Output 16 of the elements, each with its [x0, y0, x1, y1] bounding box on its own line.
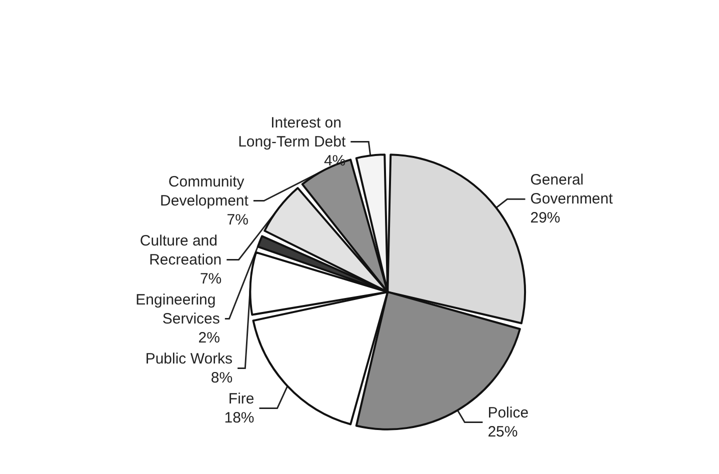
data-label: 25% — [488, 423, 518, 440]
slice-label: Fire — [228, 390, 254, 408]
data-label: 4% — [324, 152, 346, 170]
slice-label: Culture and Recreation — [140, 232, 222, 268]
data-label: 29% — [530, 210, 560, 227]
data-label: 8% — [210, 369, 233, 386]
data-label: 7% — [226, 211, 248, 228]
data-label: 18% — [224, 409, 254, 426]
slice-label: Interest on Long-Term Debt — [238, 114, 346, 150]
data-label: 2% — [198, 329, 220, 346]
slice-label: Engineering Services — [136, 291, 220, 328]
data-label: 7% — [200, 270, 222, 288]
slice-label: Police — [488, 404, 529, 422]
slice-label: Public Works — [145, 350, 233, 368]
slice-label: Community Development — [160, 173, 250, 210]
slice-label: General Government — [530, 172, 614, 208]
